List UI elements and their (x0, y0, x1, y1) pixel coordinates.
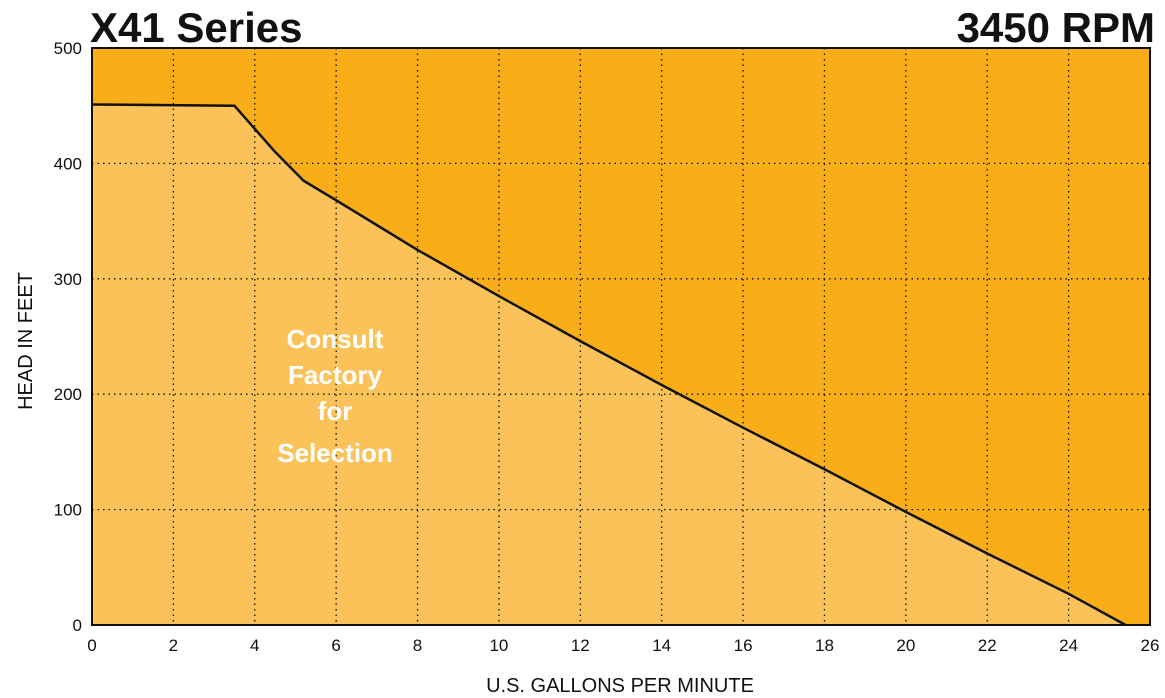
x-tick-labels: 0 2 4 6 8 10 12 14 16 18 20 22 24 26 (87, 636, 1159, 655)
plot-area (91, 47, 1151, 627)
x-tick-label: 8 (413, 636, 422, 655)
series-curve (91, 103, 1127, 627)
y-tick-label: 100 (54, 501, 82, 520)
x-tick-label: 0 (87, 636, 96, 655)
annotation-block: Consult Factory for Selection (277, 324, 393, 468)
annotation-line-1: Consult (287, 324, 384, 354)
x-tick-label: 26 (1141, 636, 1160, 655)
y-tick-labels: 0 100 200 300 400 500 (54, 39, 82, 635)
y-tick-label: 400 (54, 154, 82, 173)
y-tick-label: 200 (54, 385, 82, 404)
x-tick-label: 22 (978, 636, 997, 655)
x-tick-label: 12 (571, 636, 590, 655)
x-tick-label: 24 (1059, 636, 1078, 655)
y-tick-label: 0 (73, 616, 82, 635)
annotation-line-2: Factory (288, 360, 382, 390)
y-axis-label: HEAD IN FEET (15, 272, 37, 410)
selection-region (92, 104, 1126, 625)
x-tick-label: 16 (734, 636, 753, 655)
y-tick-label: 300 (54, 270, 82, 289)
x-tick-label: 6 (331, 636, 340, 655)
x-tick-label: 20 (896, 636, 915, 655)
grid-lines (92, 48, 1150, 625)
x-tick-label: 18 (815, 636, 834, 655)
y-tick-label: 500 (54, 39, 82, 58)
chart-title-right: 3450 RPM (957, 4, 1155, 51)
x-tick-label: 10 (489, 636, 508, 655)
x-tick-label: 4 (250, 636, 259, 655)
annotation-line-3: for (318, 396, 353, 426)
x-tick-label: 14 (652, 636, 671, 655)
annotation-line-4: Selection (277, 438, 393, 468)
plot-frame (91, 47, 1151, 626)
chart-title-left: X41 Series (90, 4, 303, 51)
x-axis-label: U.S. GALLONS PER MINUTE (486, 675, 754, 697)
x-tick-label: 2 (169, 636, 178, 655)
